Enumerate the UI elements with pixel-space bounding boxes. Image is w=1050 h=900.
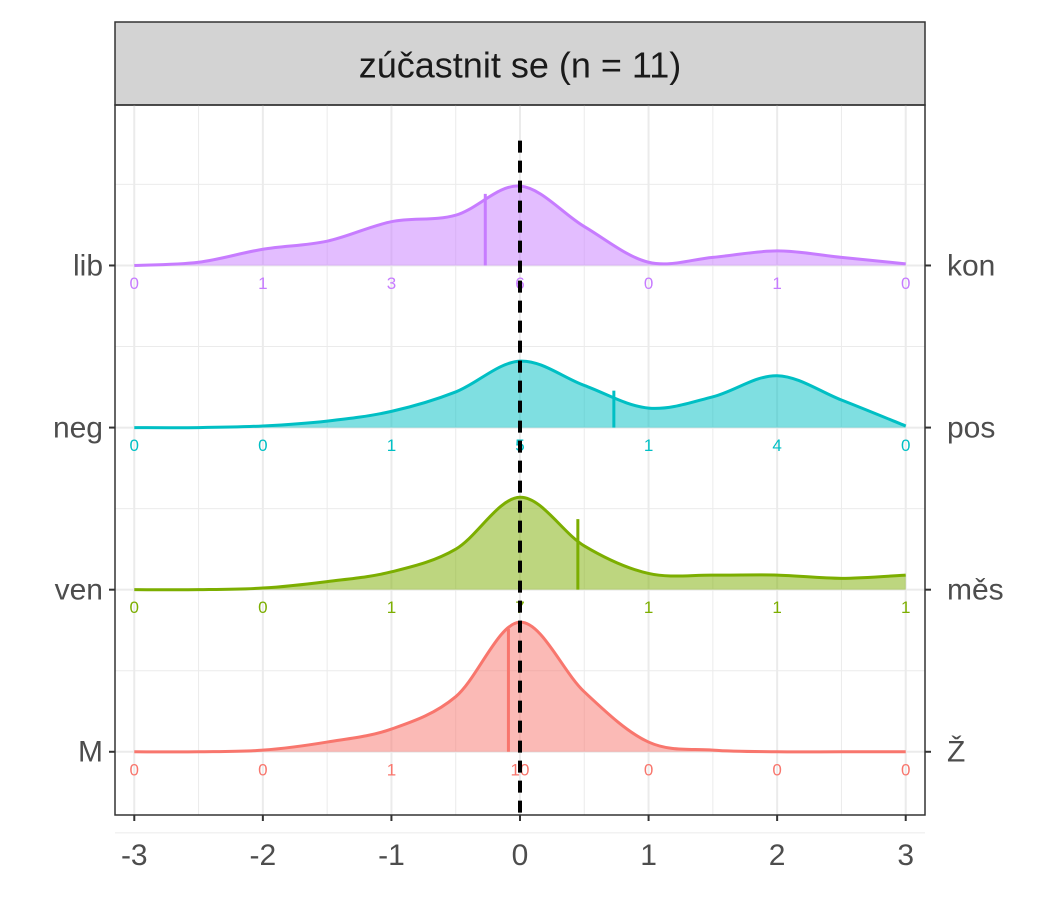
count-label: 0 [258, 760, 267, 779]
x-tick-label: 0 [512, 839, 529, 872]
count-label: 0 [772, 760, 781, 779]
count-label: 0 [130, 598, 139, 617]
count-label: 1 [258, 274, 267, 293]
count-label: 0 [901, 436, 910, 455]
chart-title: zúčastnit se (n = 11) [359, 45, 682, 86]
x-tick-label: 3 [897, 839, 914, 872]
count-label: 1 [644, 436, 653, 455]
x-tick-label: -3 [121, 839, 148, 872]
count-label: 4 [772, 436, 781, 455]
count-label: 0 [644, 274, 653, 293]
count-label: 0 [258, 436, 267, 455]
count-label: 3 [387, 274, 396, 293]
count-label: 1 [387, 436, 396, 455]
y2-tick-label: Ž [947, 736, 965, 769]
count-label: 1 [772, 274, 781, 293]
count-label: 0 [258, 598, 267, 617]
count-label: 0 [130, 436, 139, 455]
density-area [134, 361, 906, 428]
count-label: 1 [387, 760, 396, 779]
count-label: 1 [901, 598, 910, 617]
y-tick-label: lib [73, 249, 103, 282]
x-tick-label: 1 [640, 839, 657, 872]
count-label: 0 [130, 760, 139, 779]
count-label: 1 [772, 598, 781, 617]
count-label: 1 [644, 598, 653, 617]
y-tick-label: neg [53, 412, 103, 445]
y2-tick-label: měs [947, 574, 1004, 607]
y-tick-label: ven [55, 574, 103, 607]
count-label: 0 [644, 760, 653, 779]
strip [114, 21, 926, 106]
count-label: 0 [901, 760, 910, 779]
x-tick-label: 2 [769, 839, 786, 872]
x-tick-label: -1 [378, 839, 405, 872]
y2-tick-label: pos [947, 412, 995, 445]
y-tick-label: M [78, 736, 103, 769]
count-label: 0 [901, 274, 910, 293]
count-label: 0 [130, 274, 139, 293]
x-tick-label: -2 [250, 839, 277, 872]
count-label: 1 [387, 598, 396, 617]
y2-tick-label: kon [947, 249, 995, 282]
density-line [134, 495, 906, 592]
